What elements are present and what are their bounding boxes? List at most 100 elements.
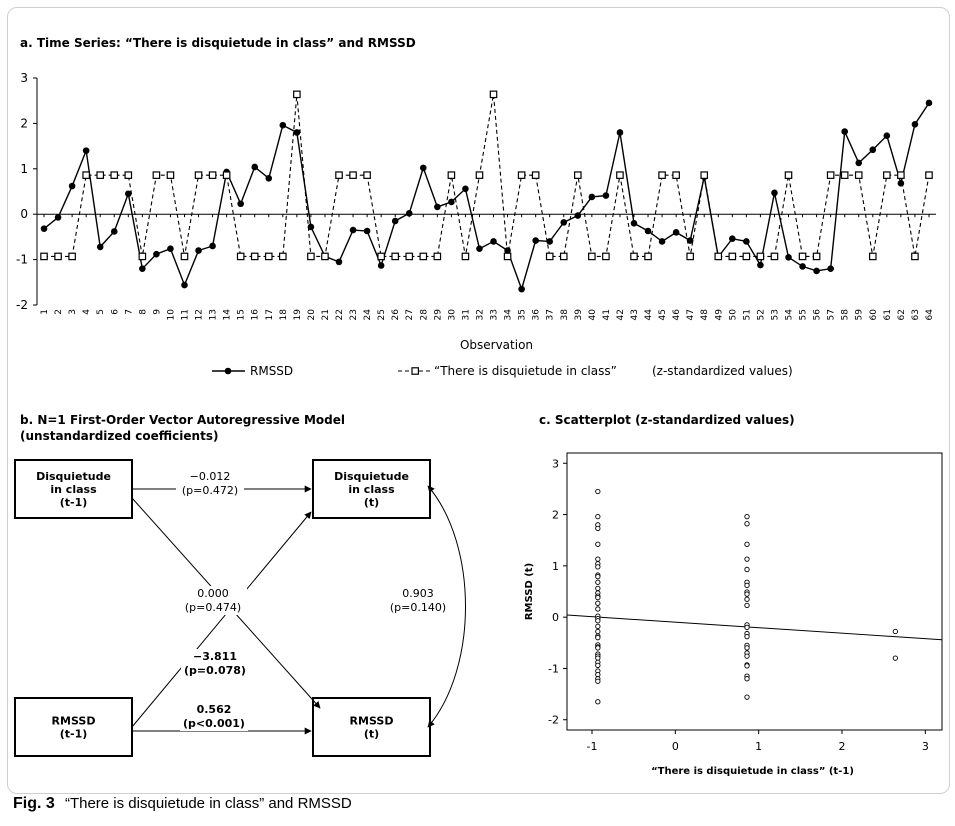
chart-a-xtick-label: 56 bbox=[813, 309, 823, 321]
chart-a-xtick-label: 14 bbox=[223, 309, 233, 321]
disquietude-point bbox=[152, 171, 161, 179]
chart-a-xtick-label: 36 bbox=[532, 309, 542, 321]
disquietude-point bbox=[433, 252, 442, 261]
disquietude-point bbox=[798, 252, 807, 261]
disquietude-point bbox=[307, 252, 315, 261]
rmssd-point bbox=[925, 99, 933, 107]
disquietude-point bbox=[517, 171, 526, 179]
disquietude-point bbox=[784, 171, 793, 179]
disquietude-point bbox=[54, 252, 62, 261]
disquietude-point bbox=[545, 252, 554, 261]
chart-a-xtick-label: 49 bbox=[714, 309, 724, 321]
chart-a-xtick-label: 25 bbox=[377, 309, 387, 320]
rmssd-point bbox=[82, 147, 90, 154]
disquietude-point bbox=[489, 90, 498, 99]
chart-a-xtick-label: 35 bbox=[518, 309, 528, 320]
rmssd-point bbox=[349, 226, 357, 234]
rmssd-point bbox=[96, 243, 104, 251]
chart-a-xtick-label: 19 bbox=[293, 309, 303, 321]
chart-a-xtick-label: 1 bbox=[40, 309, 50, 315]
chart-a-xtick-label: 38 bbox=[560, 309, 570, 321]
rmssd-point bbox=[139, 265, 146, 272]
rmssd-point bbox=[476, 245, 483, 253]
chart-a-ytick-label: -1 bbox=[16, 253, 28, 267]
rmssd-point bbox=[40, 225, 48, 233]
disquietude-point bbox=[574, 171, 582, 179]
chart-a-xtick-label: 43 bbox=[630, 309, 640, 320]
disquietude-point bbox=[742, 252, 751, 261]
chart-a-xtick-label: 37 bbox=[546, 309, 556, 320]
chart-a-xtick-label: 12 bbox=[195, 309, 205, 320]
rmssd-point bbox=[672, 229, 680, 236]
rmssd-point bbox=[855, 159, 863, 167]
disquietude-point bbox=[531, 171, 540, 179]
disquietude-point bbox=[405, 252, 414, 261]
chart-a-ytick-label: 0 bbox=[20, 207, 28, 221]
disquietude-point bbox=[391, 252, 399, 261]
time-series-chart: a. Time Series: “There is disquietude in… bbox=[16, 36, 936, 378]
disquietude-point bbox=[321, 252, 329, 261]
disquietude-point bbox=[208, 171, 217, 179]
chart-a-xtick-label: 30 bbox=[447, 309, 457, 321]
chart-a-xtick-label: 42 bbox=[616, 309, 626, 320]
disquietude-point bbox=[897, 171, 905, 179]
disquietude-point bbox=[447, 171, 456, 179]
disquietude-point bbox=[363, 171, 371, 179]
chart-a-xtick-label: 57 bbox=[827, 309, 837, 320]
rmssd-point bbox=[195, 247, 202, 254]
disquietude-point bbox=[616, 171, 624, 179]
chart-a-xtick-label: 9 bbox=[152, 309, 162, 315]
chart-a-xtick-label: 40 bbox=[588, 309, 598, 321]
chart-a-xlabel: Observation bbox=[460, 338, 533, 352]
rmssd-point bbox=[729, 235, 736, 243]
rmssd-point bbox=[799, 263, 806, 270]
chart-a-xtick-label: 47 bbox=[686, 309, 696, 320]
chart-a-xtick-label: 21 bbox=[321, 309, 331, 320]
chart-a-xtick-label: 51 bbox=[742, 309, 752, 320]
chart-a-xtick-label: 52 bbox=[756, 309, 766, 320]
chart-a-xtick-label: 15 bbox=[237, 309, 247, 320]
legend-rmssd-marker bbox=[224, 367, 232, 375]
rmssd-point bbox=[167, 245, 174, 253]
chart-a-xtick-label: 26 bbox=[391, 309, 401, 321]
disquietude-point bbox=[700, 171, 709, 179]
rmssd-point bbox=[532, 237, 539, 244]
chart-a-ytick-label: 3 bbox=[20, 71, 28, 85]
chart-a-xtick-label: 27 bbox=[405, 309, 415, 320]
rmssd-point bbox=[54, 214, 62, 221]
rmssd-point bbox=[279, 121, 287, 129]
disquietude-point bbox=[925, 171, 933, 179]
chart-a-xtick-label: 5 bbox=[96, 309, 106, 315]
chart-a-xtick-label: 44 bbox=[644, 309, 654, 321]
chart-a-xtick-label: 11 bbox=[180, 309, 190, 320]
legend-rmssd-label: RMSSD bbox=[250, 364, 293, 378]
figure-frame bbox=[7, 7, 950, 794]
disquietude-point bbox=[264, 252, 273, 261]
rmssd-point bbox=[602, 192, 610, 199]
legend-disquietude-marker bbox=[411, 367, 420, 375]
chart-a-xtick-label: 64 bbox=[925, 309, 935, 321]
chart-a-xtick-label: 10 bbox=[166, 309, 176, 321]
rmssd-point bbox=[293, 129, 301, 136]
chart-a-xtick-label: 18 bbox=[279, 309, 289, 321]
disquietude-point bbox=[250, 252, 259, 261]
chart-a-xtick-label: 48 bbox=[700, 309, 710, 321]
disquietude-point bbox=[911, 252, 919, 261]
disquietude-point bbox=[812, 252, 821, 261]
rmssd-point bbox=[546, 238, 554, 245]
rmssd-point bbox=[419, 164, 427, 172]
rmssd-point bbox=[869, 146, 877, 154]
rmssd-point bbox=[658, 238, 666, 245]
rmssd-point bbox=[785, 254, 792, 261]
disquietude-point bbox=[475, 171, 484, 179]
rmssd-point bbox=[883, 132, 891, 139]
disquietude-point bbox=[840, 171, 849, 179]
chart-a-xtick-label: 58 bbox=[841, 309, 851, 321]
chart-a-xtick-label: 46 bbox=[672, 309, 682, 321]
rmssd-point bbox=[588, 193, 596, 201]
caption-label: Fig. 3 bbox=[13, 795, 55, 812]
chart-a-ytick-label: -2 bbox=[16, 298, 28, 312]
disquietude-point bbox=[138, 252, 147, 261]
disquietude-point bbox=[377, 252, 385, 261]
chart-a-xtick-label: 29 bbox=[433, 309, 443, 321]
